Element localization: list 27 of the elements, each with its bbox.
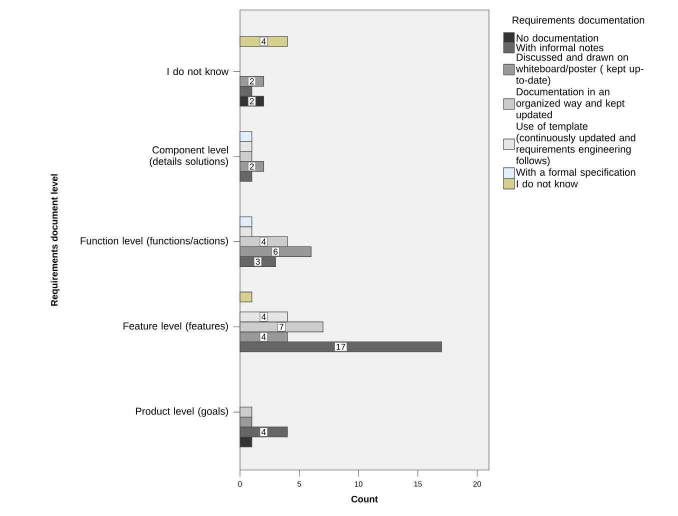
data-label: 4 <box>262 334 266 340</box>
data-label: 6 <box>274 248 278 255</box>
y-tick-label: Feature level (features) <box>124 322 228 332</box>
y-axis-title: Requirements document level <box>50 174 60 306</box>
y-tick-label: I do not know <box>168 68 229 76</box>
legend-label: With informal notes <box>516 44 604 52</box>
data-label: 2 <box>250 163 254 170</box>
y-tick-label: Component level (details solutions) <box>150 146 228 167</box>
data-label: 2 <box>250 98 254 104</box>
legend-label: No documentation <box>516 34 598 42</box>
data-label: 2 <box>250 78 254 84</box>
data-label: 7 <box>280 324 284 330</box>
data-label: 4 <box>262 38 266 44</box>
legend-title: Requirements documentation <box>512 16 644 26</box>
x-axis-title: Count <box>351 496 378 502</box>
legend-label: With a formal specification <box>516 168 636 178</box>
data-label: 4 <box>262 238 266 245</box>
legend-label: Discussed and drawn on whiteboard/poster ( kept up-to-date) <box>516 53 644 86</box>
data-label: 3 <box>256 258 260 265</box>
y-tick-label: Product level (goals) <box>136 407 228 417</box>
data-label: 4 <box>262 314 266 320</box>
legend-label: Documentation in an organized way and kept updated <box>516 88 625 120</box>
legend-label: I do not know <box>516 180 578 188</box>
legend-label: Use of template (continuously updated and requirements engineering follows) <box>516 122 636 166</box>
data-label: 4 <box>262 429 266 435</box>
data-label: 17 <box>336 344 346 350</box>
y-tick-label: Function level (functions/actions) <box>80 236 228 246</box>
